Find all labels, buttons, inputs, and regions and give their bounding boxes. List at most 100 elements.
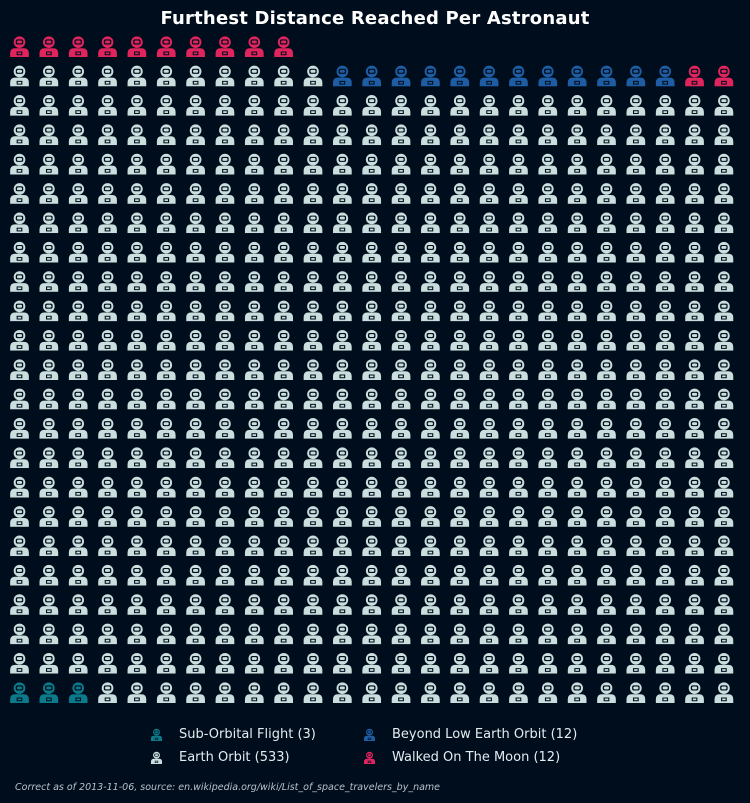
astronaut-icon-earth-orbit bbox=[156, 564, 176, 586]
astronaut-icon-earth-orbit bbox=[156, 241, 176, 263]
astronaut-icon bbox=[150, 728, 163, 741]
astronaut-icon-earth-orbit bbox=[98, 359, 117, 380]
astronaut-icon-earth-orbit bbox=[274, 652, 293, 674]
astronaut-icon-earth-orbit bbox=[538, 506, 558, 527]
astronaut-icon-earth-orbit bbox=[186, 564, 205, 586]
astronaut-icon-beyond-low-earth-orbit bbox=[333, 65, 352, 87]
astronaut-icon-earth-orbit bbox=[421, 124, 440, 146]
astronaut-icon-earth-orbit bbox=[98, 476, 117, 498]
astronaut-icon-earth-orbit bbox=[156, 359, 176, 380]
astronaut-icon-earth-orbit bbox=[303, 388, 323, 410]
astronaut-icon-earth-orbit bbox=[215, 652, 235, 674]
astronaut-icon-earth-orbit bbox=[421, 153, 440, 175]
astronaut-icon-earth-orbit bbox=[303, 535, 323, 557]
astronaut-icon-earth-orbit bbox=[538, 183, 558, 204]
astronaut-icon-earth-orbit bbox=[626, 388, 646, 410]
astronaut-icon-earth-orbit bbox=[156, 447, 176, 469]
astronaut-icon-earth-orbit bbox=[567, 124, 587, 146]
astronaut-icon-earth-orbit bbox=[714, 124, 734, 146]
astronaut-icon-earth-orbit bbox=[244, 682, 264, 703]
astronaut-icon-earth-orbit bbox=[274, 124, 293, 146]
astronaut-icon-earth-orbit bbox=[421, 564, 440, 586]
astronaut-icon-earth-orbit bbox=[68, 300, 88, 322]
astronaut-icon-earth-orbit bbox=[39, 183, 59, 204]
astronaut-icon-earth-orbit bbox=[567, 564, 587, 586]
astronaut-icon-earth-orbit bbox=[714, 241, 734, 263]
astronaut-icon-earth-orbit bbox=[685, 329, 704, 351]
astronaut-icon-earth-orbit bbox=[597, 594, 616, 615]
astronaut-icon-earth-orbit bbox=[567, 95, 587, 116]
astronaut-icon-earth-orbit bbox=[156, 388, 176, 410]
astronaut-icon-earth-orbit bbox=[714, 447, 734, 469]
astronaut-icon-earth-orbit bbox=[244, 212, 264, 234]
astronaut-icon-earth-orbit bbox=[98, 241, 117, 263]
astronaut-icon-earth-orbit bbox=[127, 418, 147, 439]
astronaut-icon-beyond-low-earth-orbit bbox=[362, 65, 382, 87]
astronaut-icon-earth-orbit bbox=[39, 447, 59, 469]
astronaut-icon-earth-orbit bbox=[479, 506, 499, 527]
astronaut-icon-earth-orbit bbox=[362, 564, 382, 586]
astronaut-icon-earth-orbit bbox=[509, 623, 528, 645]
astronaut-icon-earth-orbit bbox=[215, 594, 235, 615]
astronaut-icon-earth-orbit bbox=[186, 535, 205, 557]
astronaut-icon-earth-orbit bbox=[567, 359, 587, 380]
astronaut-icon-earth-orbit bbox=[685, 124, 704, 146]
astronaut-icon-earth-orbit bbox=[10, 594, 29, 615]
astronaut-icon-earth-orbit bbox=[186, 476, 205, 498]
astronaut-icon-earth-orbit bbox=[714, 418, 734, 439]
astronaut-icon-earth-orbit bbox=[303, 623, 323, 645]
astronaut-icon-earth-orbit bbox=[215, 476, 235, 498]
astronaut-icon-earth-orbit bbox=[215, 682, 235, 703]
astronaut-icon-earth-orbit bbox=[156, 506, 176, 527]
astronaut-icon-earth-orbit bbox=[39, 652, 59, 674]
astronaut-icon-earth-orbit bbox=[538, 124, 558, 146]
astronaut-icon-earth-orbit bbox=[714, 271, 734, 292]
astronaut-icon-earth-orbit bbox=[244, 241, 264, 263]
astronaut-icon-earth-orbit bbox=[274, 506, 293, 527]
astronaut-icon-earth-orbit bbox=[98, 623, 117, 645]
astronaut-icon-earth-orbit bbox=[391, 652, 411, 674]
astronaut-icon-earth-orbit bbox=[509, 447, 528, 469]
astronaut-icon-earth-orbit bbox=[68, 476, 88, 498]
astronaut-icon-earth-orbit bbox=[538, 241, 558, 263]
astronaut-icon-earth-orbit bbox=[509, 241, 528, 263]
astronaut-icon-earth-orbit bbox=[509, 212, 528, 234]
astronaut-icon-earth-orbit bbox=[479, 623, 499, 645]
astronaut-icon-earth-orbit bbox=[333, 95, 352, 116]
astronaut-icon-earth-orbit bbox=[567, 183, 587, 204]
astronaut-icon-earth-orbit bbox=[10, 65, 29, 87]
astronaut-icon-earth-orbit bbox=[10, 535, 29, 557]
astronaut-icon-earth-orbit bbox=[685, 388, 704, 410]
astronaut-icon-earth-orbit bbox=[68, 535, 88, 557]
astronaut-icon-earth-orbit bbox=[39, 535, 59, 557]
astronaut-icon-earth-orbit bbox=[450, 535, 470, 557]
astronaut-icon-earth-orbit bbox=[421, 418, 440, 439]
astronaut-icon-earth-orbit bbox=[655, 682, 675, 703]
astronaut-icon-earth-orbit bbox=[127, 476, 147, 498]
astronaut-icon-earth-orbit bbox=[509, 300, 528, 322]
astronaut-icon-earth-orbit bbox=[626, 476, 646, 498]
astronaut-icon-earth-orbit bbox=[509, 564, 528, 586]
legend-item-earth-orbit: Earth Orbit (533) bbox=[150, 747, 290, 767]
astronaut-icon-earth-orbit bbox=[215, 535, 235, 557]
astronaut-icon-earth-orbit bbox=[362, 241, 382, 263]
astronaut-icon-earth-orbit bbox=[127, 212, 147, 234]
astronaut-icon-earth-orbit bbox=[362, 300, 382, 322]
astronaut-icon-earth-orbit bbox=[10, 447, 29, 469]
astronaut-icon-earth-orbit bbox=[362, 329, 382, 351]
astronaut-icon bbox=[363, 751, 376, 764]
astronaut-icon-earth-orbit bbox=[597, 564, 616, 586]
astronaut-icon-earth-orbit bbox=[538, 329, 558, 351]
source-footnote: Correct as of 2013-11-06, source: en.wik… bbox=[15, 782, 441, 793]
astronaut-icon-earth-orbit bbox=[127, 623, 147, 645]
astronaut-icon-earth-orbit bbox=[538, 271, 558, 292]
astronaut-icon-earth-orbit bbox=[391, 623, 411, 645]
astronaut-icon-earth-orbit bbox=[450, 183, 470, 204]
astronaut-icon-earth-orbit bbox=[450, 564, 470, 586]
astronaut-icon-earth-orbit bbox=[567, 300, 587, 322]
astronaut-icon-earth-orbit bbox=[538, 682, 558, 703]
astronaut-icon-earth-orbit bbox=[215, 153, 235, 175]
astronaut-icon-earth-orbit bbox=[303, 682, 323, 703]
astronaut-icon-earth-orbit bbox=[421, 271, 440, 292]
astronaut-icon-earth-orbit bbox=[655, 447, 675, 469]
